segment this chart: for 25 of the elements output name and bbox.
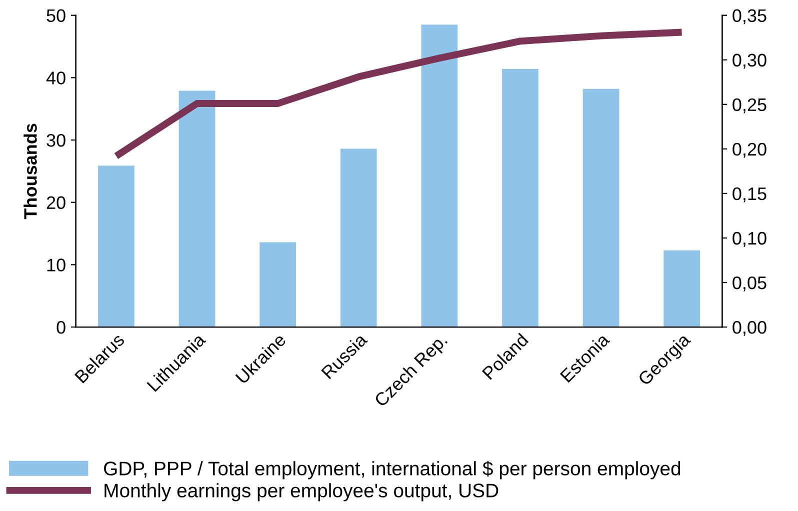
bar (421, 24, 458, 328)
y2-tick-label: 0,35 (732, 9, 766, 24)
y-tick-label: 30 (46, 134, 66, 147)
bar (502, 68, 538, 328)
bar (98, 166, 134, 328)
y-tick-label: 10 (47, 258, 66, 272)
bar (582, 88, 620, 328)
y2-tick-label: 0,10 (732, 232, 766, 247)
y-tick-label: 20 (46, 196, 66, 210)
y2-tick-label: 0,25 (732, 98, 766, 114)
bar (664, 250, 700, 328)
bar (340, 148, 377, 328)
y2-tick-label: 0,30 (732, 54, 766, 69)
legend-label: Monthly earnings per employee's output, USD (104, 483, 498, 502)
y-tick-label: 40 (46, 72, 66, 84)
y2-tick-label: 0,20 (732, 142, 766, 158)
y2-tick-label: 0,05 (732, 276, 766, 292)
y-tick-label: 50 (46, 9, 66, 22)
legend-label: GDP, PPP / Total employment, international $ per person employed (104, 460, 680, 480)
bar (260, 242, 296, 328)
y2-tick-label: 0,15 (732, 187, 766, 202)
y2-tick-label: 0,00 (732, 320, 766, 336)
bar (178, 90, 216, 328)
y-tick-label: 0 (56, 320, 66, 334)
y-axis-title: Thousands (24, 124, 37, 220)
